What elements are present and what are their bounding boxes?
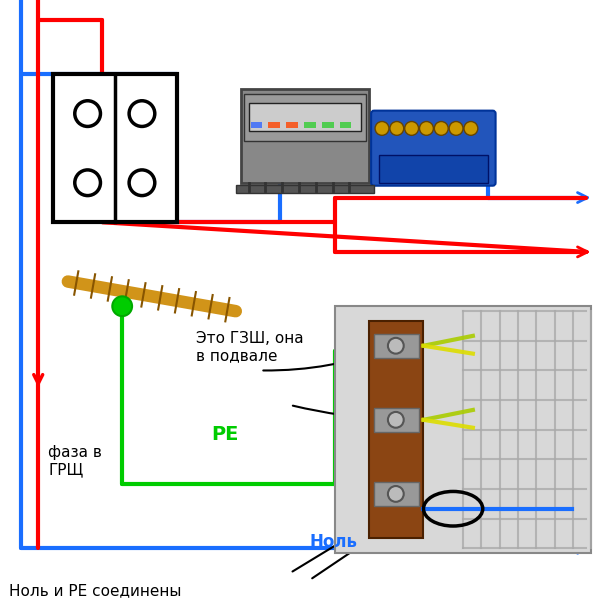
Bar [322,122,334,128]
Bar [374,408,419,431]
Bar [374,482,419,506]
Bar [53,74,176,222]
Circle shape [464,122,478,136]
Bar [248,103,361,131]
Circle shape [449,122,463,136]
Bar [340,122,352,128]
Bar [241,89,369,183]
Bar [369,321,424,538]
FancyBboxPatch shape [371,110,496,186]
Text: Ноль и PE соединены: Ноль и PE соединены [8,583,181,598]
Circle shape [388,338,404,353]
Bar [286,122,298,128]
Circle shape [434,122,448,136]
Circle shape [375,122,389,136]
Bar [236,185,374,193]
Bar [251,122,262,128]
Text: фаза в
ГРЩ: фаза в ГРЩ [48,445,102,477]
Bar [374,334,419,358]
Circle shape [419,122,433,136]
Bar [335,306,592,553]
Circle shape [388,412,404,428]
Bar [379,155,488,183]
Bar [244,94,366,140]
Circle shape [405,122,419,136]
Text: Это ГЗШ, она
в подвале: Это ГЗШ, она в подвале [196,331,304,364]
Circle shape [75,170,100,196]
Circle shape [75,101,100,127]
Circle shape [129,101,155,127]
Circle shape [388,486,404,502]
Bar [304,122,316,128]
Circle shape [390,122,404,136]
Text: PE: PE [211,425,238,444]
Circle shape [112,296,132,316]
Text: Ноль: Ноль [310,533,358,551]
Circle shape [129,170,155,196]
Bar [268,122,280,128]
